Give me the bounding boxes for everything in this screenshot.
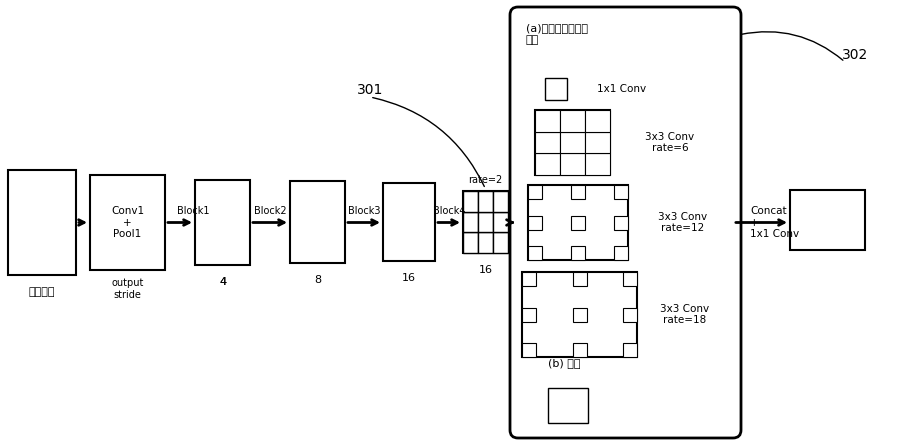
Bar xyxy=(528,246,542,260)
Bar xyxy=(478,212,493,232)
FancyBboxPatch shape xyxy=(510,7,741,438)
Bar xyxy=(571,185,585,199)
Text: 301: 301 xyxy=(357,83,383,97)
Bar xyxy=(585,132,610,154)
Text: 8: 8 xyxy=(314,275,321,285)
Bar xyxy=(573,343,586,357)
Bar xyxy=(528,185,542,199)
Text: 3x3 Conv
rate=6: 3x3 Conv rate=6 xyxy=(646,132,694,153)
Text: rate=2: rate=2 xyxy=(469,175,503,185)
Bar xyxy=(623,343,637,357)
Bar xyxy=(528,215,542,230)
Bar xyxy=(493,212,508,232)
Bar xyxy=(463,232,478,253)
Bar xyxy=(522,272,536,286)
Bar xyxy=(463,191,508,253)
Bar xyxy=(493,232,508,253)
Text: Block3: Block3 xyxy=(348,206,380,217)
Text: 16: 16 xyxy=(402,273,416,283)
Bar xyxy=(522,343,536,357)
Bar xyxy=(560,154,585,175)
Text: output
stride: output stride xyxy=(111,278,144,299)
Text: 4: 4 xyxy=(219,277,226,287)
Bar xyxy=(790,190,865,250)
Bar xyxy=(493,191,508,212)
Bar xyxy=(463,212,478,232)
Bar xyxy=(614,215,628,230)
Bar xyxy=(535,132,560,154)
Bar xyxy=(548,388,588,423)
Text: 3x3 Conv
rate=12: 3x3 Conv rate=12 xyxy=(658,212,708,233)
Bar xyxy=(614,246,628,260)
Text: (b) 池化: (b) 池化 xyxy=(548,358,580,368)
Bar xyxy=(623,307,637,321)
Text: 302: 302 xyxy=(842,48,868,62)
Bar xyxy=(535,110,560,132)
Bar xyxy=(614,185,628,199)
Bar xyxy=(290,181,345,263)
Text: 输入图片: 输入图片 xyxy=(29,287,56,297)
Text: Concat
+
1x1 Conv: Concat + 1x1 Conv xyxy=(750,206,799,239)
Bar xyxy=(585,110,610,132)
Bar xyxy=(573,307,586,321)
Text: (a)空洞空间金字塔
池化: (a)空洞空间金字塔 池化 xyxy=(526,23,588,44)
Bar xyxy=(573,272,586,286)
Text: 4: 4 xyxy=(219,277,226,287)
Bar xyxy=(478,232,493,253)
Bar xyxy=(8,170,76,275)
Bar xyxy=(528,185,628,260)
Bar xyxy=(195,180,250,265)
Text: Conv1
+
Pool1: Conv1 + Pool1 xyxy=(111,206,144,239)
Bar xyxy=(623,272,637,286)
Bar xyxy=(585,154,610,175)
Bar xyxy=(522,307,536,321)
Bar xyxy=(383,183,435,261)
Bar xyxy=(545,78,567,100)
Text: Block2: Block2 xyxy=(254,206,286,217)
Bar xyxy=(535,154,560,175)
Bar xyxy=(522,272,637,357)
Bar xyxy=(571,215,585,230)
Text: Block4: Block4 xyxy=(433,206,465,217)
Text: 16: 16 xyxy=(479,265,492,275)
Bar xyxy=(478,191,493,212)
Text: Block1: Block1 xyxy=(177,206,209,217)
Text: 1x1 Conv: 1x1 Conv xyxy=(597,84,647,94)
Bar xyxy=(560,132,585,154)
Bar xyxy=(90,175,165,270)
Text: 3x3 Conv
rate=18: 3x3 Conv rate=18 xyxy=(660,303,709,325)
Bar xyxy=(535,110,610,175)
Bar xyxy=(463,191,478,212)
Bar xyxy=(560,110,585,132)
Bar xyxy=(571,246,585,260)
